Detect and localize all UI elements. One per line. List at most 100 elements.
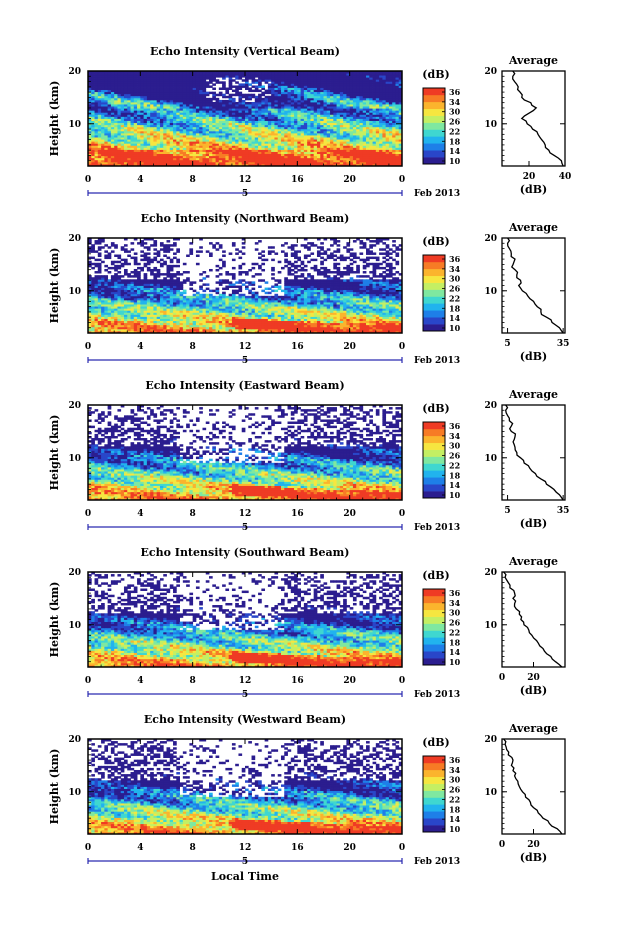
heatmap-cell: [398, 153, 403, 157]
heatmap-cell: [398, 151, 403, 155]
heatmap-cell: [195, 163, 200, 167]
heatmap-cell: [166, 122, 171, 126]
heatmap-cell: [238, 145, 243, 148]
heatmap-cell: [356, 114, 360, 117]
heatmap-cell: [359, 112, 364, 115]
heatmap-cell: [241, 141, 246, 144]
heatmap-cell: [127, 104, 131, 107]
heatmap-cell: [186, 132, 190, 136]
heatmap-cell: [359, 126, 364, 130]
heatmap-cell: [294, 132, 298, 136]
heatmap-cell: [117, 147, 122, 150]
heatmap-cell: [349, 161, 354, 165]
heatmap-cell: [238, 163, 243, 167]
heatmap-cell: [215, 151, 220, 155]
heatmap-cell: [156, 135, 161, 138]
heatmap-cell: [369, 130, 373, 134]
heatmap-cell: [307, 145, 311, 148]
heatmap-cell: [352, 110, 357, 113]
heatmap-cell: [343, 112, 347, 115]
heatmap-cell: [107, 151, 112, 155]
heatmap-cell: [146, 159, 151, 163]
heatmap-cell: [326, 149, 331, 152]
heatmap-cell: [222, 137, 226, 140]
heatmap-cell: [375, 108, 380, 111]
heatmap-cell: [209, 116, 213, 119]
heatmap-cell: [359, 143, 364, 146]
heatmap-cell: [114, 143, 118, 146]
heatmap-cell: [88, 128, 92, 132]
heatmap-cell: [146, 143, 151, 146]
heatmap-cell: [300, 126, 305, 130]
heatmap-cell: [241, 128, 246, 132]
heatmap-cell: [127, 139, 131, 142]
heatmap-cell: [313, 126, 318, 130]
heatmap-cell: [231, 101, 236, 105]
heatmap-cell: [290, 124, 295, 128]
heatmap-cell: [215, 112, 220, 115]
heatmap-cell: [398, 155, 403, 159]
heatmap-cell: [222, 161, 226, 165]
heatmap-cell: [91, 151, 95, 155]
heatmap-cell: [146, 161, 151, 165]
heatmap-cell: [316, 104, 321, 107]
heatmap-cell: [195, 157, 200, 161]
colorbar-segment: [423, 94, 445, 103]
heatmap-cell: [264, 124, 269, 128]
heatmap-cell: [101, 112, 105, 115]
heatmap-cell: [290, 112, 295, 115]
heatmap-cell: [215, 101, 220, 105]
heatmap-cell: [143, 116, 148, 119]
heatmap-cell: [127, 130, 131, 134]
heatmap-cell: [261, 147, 266, 150]
heatmap-cell: [166, 145, 171, 148]
heatmap-cell: [202, 112, 207, 115]
heatmap-cell: [290, 163, 295, 167]
heatmap-cell: [179, 120, 184, 124]
heatmap-cell: [133, 110, 138, 113]
heatmap-cell: [326, 153, 331, 157]
heatmap-cell: [369, 153, 373, 157]
heatmap-cell: [392, 104, 396, 107]
heatmap-cell: [241, 114, 246, 117]
heatmap-cell: [101, 137, 105, 140]
heatmap-cell: [261, 122, 266, 126]
heatmap-cell: [395, 157, 400, 161]
heatmap-cell: [205, 97, 210, 101]
colorbar-tick-label: 22: [449, 126, 460, 136]
heatmap-cell: [212, 143, 216, 146]
heatmap-cell: [258, 139, 262, 142]
heatmap-cell: [398, 120, 403, 124]
heatmap-cell: [352, 128, 357, 132]
heatmap-cell: [320, 135, 324, 138]
heatmap-cell: [195, 132, 200, 136]
heatmap-cell: [261, 126, 266, 130]
heatmap-cell: [176, 157, 180, 161]
heatmap-cell: [375, 126, 380, 130]
heatmap-cell: [212, 128, 216, 132]
heatmap-cell: [294, 120, 298, 124]
heatmap-cell: [195, 118, 200, 121]
heatmap-cell: [94, 116, 99, 119]
heatmap-cell: [349, 130, 354, 134]
heatmap-cell: [294, 135, 298, 138]
heatmap-cell: [297, 149, 301, 152]
heatmap-cell: [271, 122, 275, 126]
heatmap-cell: [222, 128, 226, 132]
heatmap-cell: [352, 106, 357, 109]
heatmap-cell: [294, 147, 298, 150]
heatmap-cell: [238, 157, 243, 161]
heatmap-cell: [297, 155, 301, 159]
heatmap-cell: [133, 151, 138, 155]
heatmap-cell: [310, 116, 315, 119]
heatmap-cell: [258, 163, 262, 167]
heatmap-cell: [156, 161, 161, 165]
heatmap-cell: [159, 122, 164, 126]
heatmap-cell: [91, 118, 95, 121]
heatmap-cell: [97, 110, 102, 113]
heatmap-cell: [137, 101, 141, 105]
heatmap-cell: [336, 163, 341, 167]
heatmap-cell: [88, 120, 92, 124]
heatmap-cell: [271, 149, 275, 152]
heatmap-cell: [205, 151, 210, 155]
